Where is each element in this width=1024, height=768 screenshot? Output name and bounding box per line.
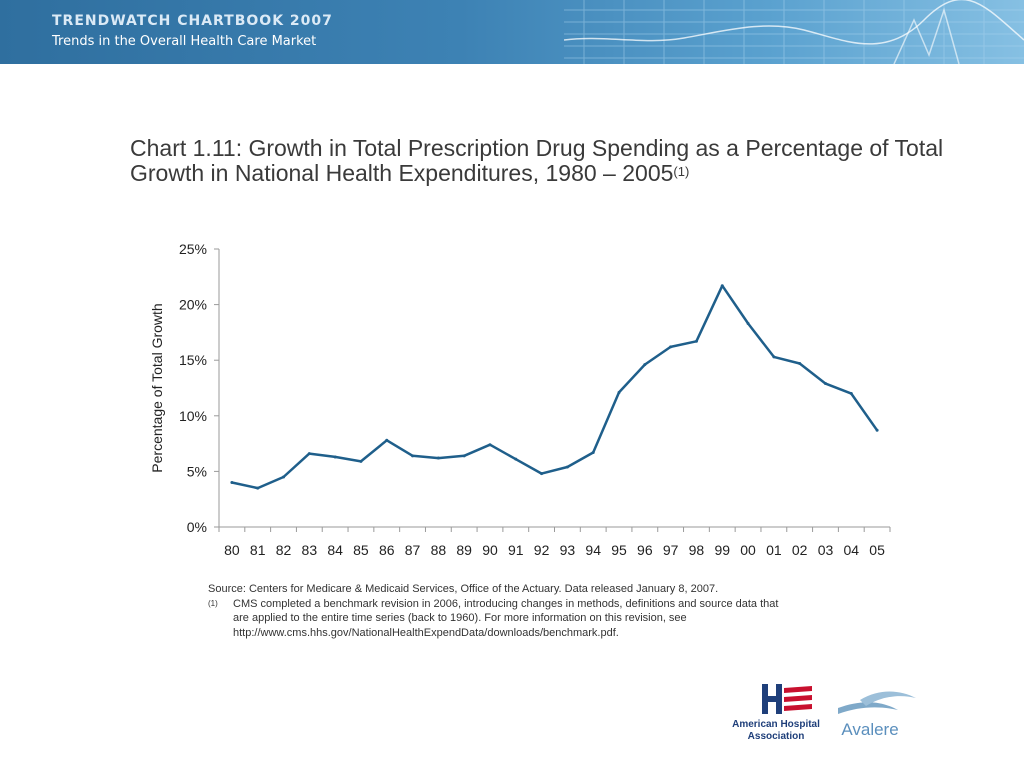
aha-name-line2: Association bbox=[748, 731, 805, 742]
y-tick-label: 20% bbox=[179, 297, 207, 313]
x-tick-label: 89 bbox=[456, 542, 472, 558]
y-axis: 0% 5% 10% 15% 20% 25% bbox=[179, 241, 220, 535]
data-point bbox=[359, 459, 363, 463]
x-tick-label: 00 bbox=[740, 542, 756, 558]
footnote-line: CMS completed a benchmark revision in 20… bbox=[233, 597, 779, 610]
banner-title: TRENDWATCH CHARTBOOK 2007 bbox=[52, 13, 333, 29]
series-line bbox=[231, 284, 879, 490]
y-tick-label: 25% bbox=[179, 241, 207, 257]
x-axis: 80 81 82 83 84 85 86 87 88 89 90 91 92 93 94 95 96 97 98 99… bbox=[218, 526, 891, 558]
x-tick-label: 93 bbox=[560, 542, 576, 558]
x-tick-label: 85 bbox=[353, 542, 369, 558]
data-point bbox=[823, 382, 827, 386]
data-point bbox=[591, 450, 595, 454]
data-point bbox=[643, 363, 647, 367]
chart-title-text: Chart 1.11: Growth in Total Prescription… bbox=[130, 135, 944, 186]
chart-series bbox=[230, 284, 879, 490]
data-point bbox=[411, 454, 415, 458]
avalere-name: Avalere bbox=[841, 720, 898, 739]
x-tick-label: 88 bbox=[431, 542, 447, 558]
data-point bbox=[875, 428, 879, 432]
data-point bbox=[669, 345, 673, 349]
data-point bbox=[385, 438, 389, 442]
data-point bbox=[849, 392, 853, 396]
x-tick-label: 01 bbox=[766, 542, 782, 558]
x-tick-label: 95 bbox=[611, 542, 627, 558]
footnote-marker: (1) bbox=[208, 598, 218, 608]
x-tick-label: 83 bbox=[302, 542, 318, 558]
x-tick-label: 04 bbox=[843, 542, 859, 558]
data-point bbox=[617, 390, 621, 394]
chart-notes: Source: Centers for Medicare & Medicaid … bbox=[208, 582, 888, 640]
x-tick-label: 82 bbox=[276, 542, 292, 558]
data-point bbox=[307, 452, 311, 456]
x-tick-label: 87 bbox=[405, 542, 421, 558]
data-point bbox=[694, 339, 698, 343]
avalere-logo: Avalere bbox=[838, 691, 916, 739]
footnote-line: http://www.cms.hhs.gov/NationalHealthExp… bbox=[233, 626, 619, 639]
x-tick-label: 98 bbox=[689, 542, 705, 558]
data-point bbox=[514, 457, 518, 461]
banner-subtitle: Trends in the Overall Health Care Market bbox=[52, 34, 317, 49]
data-point bbox=[462, 454, 466, 458]
data-point bbox=[488, 443, 492, 447]
x-tick-label: 94 bbox=[585, 542, 601, 558]
data-point bbox=[746, 322, 750, 326]
x-tick-label: 96 bbox=[637, 542, 653, 558]
data-point bbox=[565, 465, 569, 469]
data-point bbox=[436, 456, 440, 460]
x-tick-label: 97 bbox=[663, 542, 679, 558]
x-tick-label: 03 bbox=[818, 542, 834, 558]
x-tick-label: 81 bbox=[250, 542, 266, 558]
data-point bbox=[230, 481, 234, 485]
y-tick-label: 15% bbox=[179, 352, 207, 368]
y-axis-label: Percentage of Total Growth bbox=[149, 303, 165, 472]
aha-logo: American Hospital Association bbox=[732, 684, 820, 742]
y-tick-label: 5% bbox=[187, 463, 207, 479]
x-tick-label: 05 bbox=[869, 542, 885, 558]
y-tick-label: 10% bbox=[179, 408, 207, 424]
data-point bbox=[798, 362, 802, 366]
x-tick-label: 90 bbox=[482, 542, 498, 558]
header-banner: TRENDWATCH CHARTBOOK 2007 Trends in the … bbox=[0, 0, 1024, 64]
data-point bbox=[720, 284, 724, 288]
source-note: Source: Centers for Medicare & Medicaid … bbox=[208, 583, 719, 595]
x-tick-label: 99 bbox=[714, 542, 730, 558]
footnote-line: are applied to the entire time series (b… bbox=[233, 612, 687, 624]
data-point bbox=[333, 455, 337, 459]
x-tick-label: 80 bbox=[224, 542, 240, 558]
data-point bbox=[772, 355, 776, 359]
banner-wave-pattern bbox=[564, 0, 1024, 64]
y-tick-label: 0% bbox=[187, 519, 207, 535]
footnote: (1) CMS completed a benchmark revision i… bbox=[208, 597, 888, 641]
x-tick-label: 91 bbox=[508, 542, 524, 558]
chart-title-footnote-ref: (1) bbox=[673, 164, 690, 179]
data-point bbox=[540, 472, 544, 476]
x-tick-label: 92 bbox=[534, 542, 550, 558]
x-tick-label: 84 bbox=[327, 542, 343, 558]
data-point bbox=[256, 486, 260, 490]
footnote-text: CMS completed a benchmark revision in 20… bbox=[233, 597, 778, 641]
x-tick-label: 02 bbox=[792, 542, 808, 558]
logos: American Hospital Association Avalere bbox=[732, 684, 916, 742]
data-point bbox=[282, 475, 286, 479]
aha-name-line1: American Hospital bbox=[732, 719, 820, 730]
chart-title: Chart 1.11: Growth in Total Prescription… bbox=[130, 136, 970, 186]
x-tick-label: 86 bbox=[379, 542, 395, 558]
